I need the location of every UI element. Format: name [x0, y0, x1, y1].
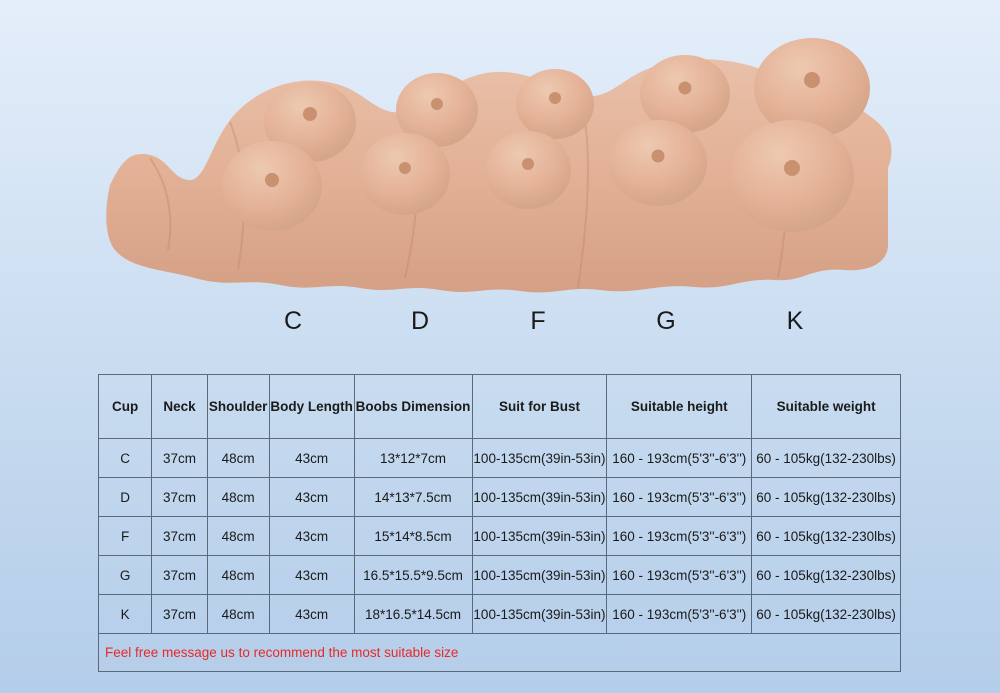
svg-text:K: K [787, 307, 804, 335]
svg-text:C: C [284, 307, 302, 335]
svg-text:D: D [411, 307, 429, 335]
svg-text:F: F [530, 307, 545, 335]
svg-text:G: G [656, 307, 675, 335]
